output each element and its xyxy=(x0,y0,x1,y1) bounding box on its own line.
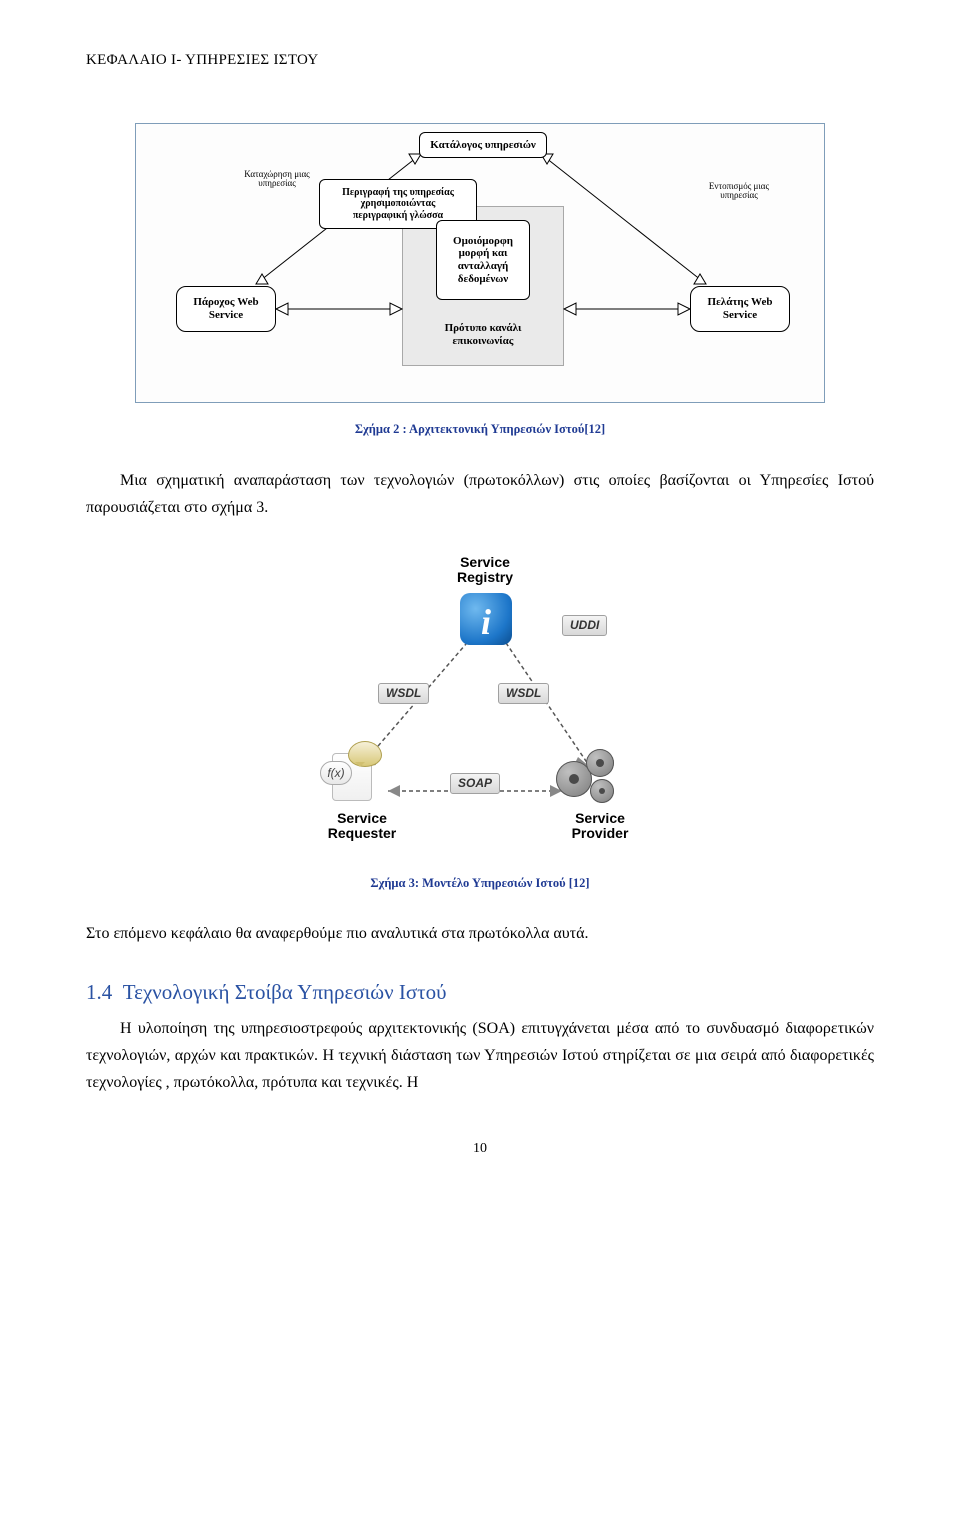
diagram1-box-channel: Πρότυπο κανάλι επικοινωνίας xyxy=(408,324,558,346)
fx-badge: f(x) xyxy=(320,761,352,785)
diagram1-box-provider: Πάροχoς WebService xyxy=(176,286,276,332)
diagram2-label-requester: ServiceRequester xyxy=(312,811,412,842)
speech-bubble-icon xyxy=(348,741,382,767)
diagram1-box-catalog: Κατάλογoς υπηρεσιών xyxy=(419,132,547,158)
subsection-number: 1.4 xyxy=(86,980,112,1004)
diagram2-label-registry: ServiceRegistry xyxy=(457,554,513,585)
chip-soap: SOAP xyxy=(450,773,500,794)
paragraph-1: Μια σχηματική αναπαράσταση των τεχνολογι… xyxy=(86,467,874,521)
diagram1-box-client: Πελάτης WebService xyxy=(690,286,790,332)
diagram1-box-uniform: Oμοιόμορφημορφή καιανταλλαγήδεδομένων xyxy=(436,220,530,300)
info-icon xyxy=(460,593,512,645)
diagram2-label-provider: ServiceProvider xyxy=(550,811,650,842)
diagram1-label-discover: Eντοπισμός μιαςυπηρεσίας xyxy=(694,182,784,201)
chip-uddi: UDDI xyxy=(562,615,607,636)
gears-icon xyxy=(552,747,624,809)
subsection-heading: 1.4 Τεχνολογική Στοίβα Υπηρεσιών Ιστού xyxy=(86,978,874,1007)
page-number: 10 xyxy=(86,1139,874,1159)
paragraph-3: Η υλοποίηση της υπηρεσιοστρεφούς αρχιτεκ… xyxy=(86,1015,874,1097)
chip-wsdl-left: WSDL xyxy=(378,683,429,704)
page-header: ΚΕΦΑΛΑΙΟ Ι- ΥΠΗΡΕΣΙΕΣ ΙΣΤΟΥ xyxy=(86,50,874,71)
diagram1-label-register: Καταχώρηση μιαςυπηρεσίας xyxy=(232,170,322,189)
subsection-title: Τεχνολογική Στοίβα Υπηρεσιών Ιστού xyxy=(123,980,447,1004)
figure-3-diagram: ServiceRegistry WSDL WSDL UDDI SOAP f(x)… xyxy=(290,551,670,861)
paragraph-2: Στο επόμενο κεφάλαιο θα αναφερθούμε πιο … xyxy=(86,920,874,947)
figure-3-caption: Σχήμα 3: Μοντέλο Υπηρεσιών Ιστού [12] xyxy=(86,875,874,893)
figure-2-caption: Σχήμα 2 : Αρχιτεκτονική Υπηρεσιών Ιστού[… xyxy=(86,421,874,439)
chip-wsdl-right: WSDL xyxy=(498,683,549,704)
figure-2-diagram: Κατάλογoς υπηρεσιών Περιγραφή της υπηρεσ… xyxy=(135,123,825,403)
